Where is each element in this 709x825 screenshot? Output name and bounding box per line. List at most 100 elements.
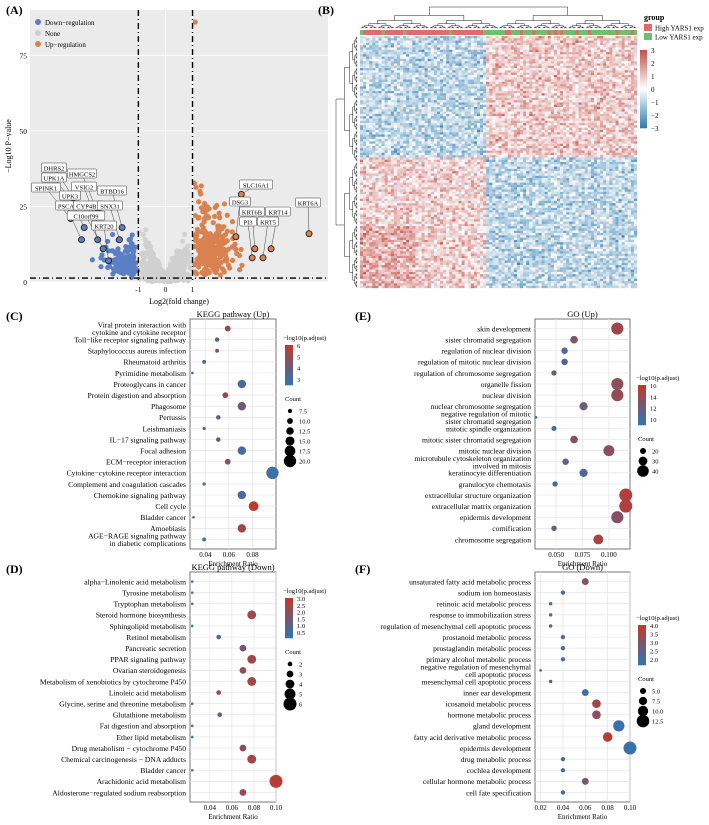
heatmap-cell (560, 116, 564, 119)
heatmap-cell (393, 86, 398, 89)
heatmap-cell (449, 88, 453, 92)
heatmap-cell (393, 95, 398, 99)
heatmap-cell (464, 52, 468, 55)
heatmap-cell (507, 74, 511, 78)
heatmap-cell (406, 109, 410, 112)
heatmap-cell (375, 93, 379, 96)
heatmap-cell (550, 65, 555, 69)
heatmap-cell (507, 49, 511, 53)
point-none (169, 256, 175, 262)
heatmap-cell (378, 113, 382, 117)
heatmap-cell (446, 45, 450, 48)
heatmap-cell (440, 104, 444, 108)
heatmap-cell (523, 38, 527, 41)
heatmap-cell (433, 42, 438, 46)
heatmap-cell (452, 90, 456, 94)
heatmap-cell (596, 84, 601, 87)
heatmap-cell (547, 56, 551, 60)
heatmap-cell (390, 93, 395, 96)
heatmap-cell (612, 97, 616, 101)
heatmap-cell (550, 93, 555, 96)
heatmap-cell (492, 68, 496, 71)
heatmap-cell (627, 84, 631, 87)
heatmap-cell (523, 45, 527, 48)
heatmap-cell (556, 97, 561, 101)
heatmap-cell (526, 84, 530, 87)
heatmap-cell (630, 79, 635, 82)
heatmap-cell (381, 54, 385, 57)
heatmap-cell (609, 42, 613, 46)
heatmap-cell (412, 79, 416, 82)
heatmap-cell (384, 61, 388, 64)
heatmap-cell (381, 111, 385, 115)
heatmap-cell (578, 56, 582, 60)
heatmap-cell (384, 58, 388, 62)
heatmap-cell (523, 58, 527, 62)
heatmap-cell (615, 79, 619, 82)
heatmap-cell (633, 74, 638, 78)
heatmap-cell (480, 65, 484, 69)
heatmap-cell (492, 113, 496, 117)
heatmap-cell (390, 40, 395, 44)
heatmap-cell (544, 111, 548, 115)
heatmap-cell (627, 77, 631, 80)
heatmap-cell (596, 88, 601, 92)
heatmap-cell (516, 109, 521, 112)
heatmap-cell (581, 72, 585, 76)
heatmap-cell (409, 90, 413, 94)
heatmap-cell (446, 111, 450, 115)
heatmap-cell (504, 111, 508, 115)
heatmap-cell (572, 104, 576, 108)
point-down (124, 254, 130, 260)
heatmap-cell (560, 77, 564, 80)
heatmap-cell (480, 54, 484, 57)
heatmap-cell (461, 86, 465, 89)
heatmap-cell (587, 113, 591, 117)
heatmap-cell (584, 84, 588, 87)
group-cell (458, 30, 462, 35)
heatmap-cell (544, 38, 548, 41)
heatmap-cell (418, 49, 422, 53)
heatmap-cell (467, 95, 471, 99)
heatmap-cell (627, 38, 631, 41)
heatmap-cell (523, 54, 527, 57)
heatmap-cell (572, 56, 576, 60)
heatmap-cell (560, 52, 564, 55)
heatmap-cell (418, 81, 422, 85)
heatmap-cell (393, 97, 398, 101)
heatmap-cell (615, 65, 619, 69)
heatmap-cell (501, 100, 505, 103)
heatmap-cell (433, 111, 438, 115)
heatmap-cell (569, 49, 573, 53)
heatmap-cell (473, 72, 478, 76)
heatmap-cell (612, 36, 616, 39)
heatmap-cell (581, 81, 585, 85)
heatmap-cell (430, 88, 435, 92)
heatmap-cell (513, 40, 518, 44)
heatmap-cell (563, 102, 567, 105)
heatmap-cell (406, 88, 410, 92)
heatmap-cell (467, 84, 471, 87)
heatmap-cell (566, 52, 570, 55)
heatmap-cell (504, 56, 508, 60)
heatmap-cell (541, 104, 545, 108)
heatmap-cell (633, 113, 638, 117)
heatmap-cell (458, 74, 462, 78)
heatmap-cell (593, 36, 598, 39)
heatmap-cell (544, 54, 548, 57)
heatmap-cell (507, 111, 511, 115)
heatmap-cell (572, 58, 576, 62)
heatmap-cell (375, 74, 379, 78)
heatmap-cell (633, 79, 638, 82)
heatmap-cell (544, 52, 548, 55)
heatmap-cell (461, 79, 465, 82)
heatmap-cell (427, 36, 431, 39)
heatmap-cell (544, 45, 548, 48)
heatmap-cell (452, 65, 456, 69)
heatmap-cell (424, 70, 428, 73)
heatmap-cell (486, 104, 490, 108)
heatmap-cell (553, 111, 558, 115)
panel-label-a: (A) (6, 3, 23, 17)
heatmap-cell (375, 68, 379, 71)
point-up (197, 244, 203, 250)
